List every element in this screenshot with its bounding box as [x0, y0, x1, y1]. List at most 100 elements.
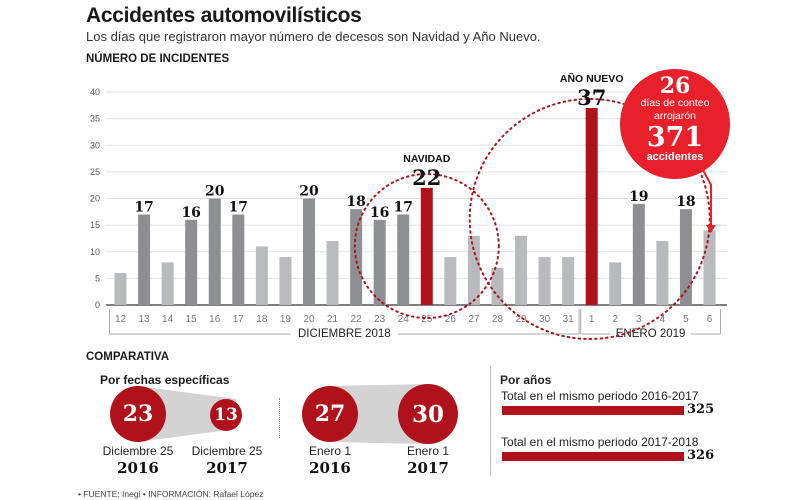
y-axis-ticks: 0 5 10 15 20 25 30 35 40: [90, 87, 100, 310]
x-tick-label: 24: [398, 314, 410, 325]
year: 2017: [206, 459, 248, 477]
x-tick-label: 3: [636, 314, 642, 325]
y-tick-label: 5: [95, 273, 100, 283]
label-dic25-2016: Diciembre 25 2016: [93, 444, 183, 477]
month-label: DICIEMBRE 2018: [298, 328, 391, 340]
date: Enero 1: [406, 444, 450, 458]
bar: [208, 198, 221, 305]
year: 2017: [407, 459, 449, 477]
x-tick-label: 30: [539, 314, 551, 325]
ano-nuevo-highlight-ring: [468, 98, 711, 340]
bar-value-label: 17: [393, 199, 412, 215]
page-subtitle: Los días que registraron mayor número de…: [86, 29, 541, 44]
year: 2016: [309, 459, 351, 477]
bar-value-label: 18: [346, 194, 365, 210]
x-tick-label: 21: [327, 314, 339, 325]
month-groups: DICIEMBRE 2018 ENERO 2019: [109, 309, 721, 340]
x-tick-label: 31: [563, 314, 575, 325]
bar: [585, 107, 598, 305]
bar: [326, 241, 339, 305]
date: Enero 1: [308, 444, 352, 458]
annotation-label: NAVIDAD: [403, 153, 450, 165]
x-tick-label: 25: [421, 314, 433, 325]
bar: [491, 267, 504, 305]
bar: [279, 257, 292, 305]
bar-value-label: 16: [370, 205, 389, 221]
annotation-label: AÑO NUEVO: [560, 72, 624, 85]
callout-circle: [620, 69, 730, 179]
callout-line1: días de conteo: [641, 97, 710, 109]
bar-value-label: 19: [629, 189, 648, 205]
bar: [632, 203, 645, 305]
por-anos-row-2-value: 326: [687, 448, 715, 463]
y-tick-label: 40: [90, 87, 100, 97]
callout-total: 371: [647, 122, 703, 153]
bar-value-label: 37: [577, 85, 606, 110]
x-tick-label: 20: [303, 314, 315, 325]
bar: [656, 241, 669, 305]
y-tick-label: 30: [90, 140, 100, 150]
y-tick-label: 35: [90, 114, 100, 124]
x-tick-label: 1: [589, 314, 595, 325]
y-tick-label: 10: [90, 247, 100, 257]
circle-ene1-2016: 27: [302, 386, 358, 442]
circle-dic25-2017: 13: [210, 399, 242, 431]
x-tick-label: 16: [209, 314, 221, 325]
bar-value-label: 18: [676, 194, 695, 210]
navidad-highlight-ring: [353, 173, 500, 319]
callout-line2: arrojarón: [654, 110, 696, 122]
bar: [302, 198, 315, 305]
date: Diciembre 25: [102, 444, 174, 458]
x-tick-label: 2: [612, 314, 618, 325]
x-tick-label: 17: [233, 314, 245, 325]
bar: [161, 262, 174, 305]
bar: [232, 214, 245, 305]
callout-arrow-head: [706, 225, 716, 233]
x-tick-label: 29: [515, 314, 527, 325]
highlight-circles: [353, 98, 711, 340]
bar-value-label: 17: [134, 199, 153, 215]
bar: [467, 235, 480, 305]
x-tick-label: 15: [186, 314, 198, 325]
x-tick-label: 6: [707, 314, 713, 325]
annotations: NAVIDAD AÑO NUEVO: [403, 72, 623, 165]
y-tick-label: 0: [95, 300, 100, 310]
x-tick-label: 27: [468, 314, 480, 325]
divider-dotted: [279, 398, 280, 438]
x-tick-label: 26: [445, 314, 457, 325]
footer-credits: • FUENTE: Inegi • INFORMACIÓN: Rafael Ló…: [78, 489, 264, 499]
x-tick-label: 18: [256, 314, 268, 325]
por-anos-row-1-label: Total en el mismo periodo 2016-2017: [501, 389, 699, 403]
callout-days: 26: [660, 73, 691, 99]
value: 30: [411, 400, 444, 428]
y-tick-label: 15: [90, 220, 100, 230]
x-tick-label: 5: [683, 314, 689, 325]
circle-dic25-2016: 23: [110, 386, 166, 442]
bars: [114, 107, 716, 305]
comparativa-subtitle: Por fechas específicas: [100, 373, 230, 387]
x-tick-label: 19: [280, 314, 292, 325]
x-tick-label: 22: [351, 314, 363, 325]
bar: [255, 246, 268, 305]
bar-value-label: 20: [299, 184, 319, 200]
callout-arrow-line: [702, 169, 712, 227]
bar: [397, 214, 410, 305]
bar: [138, 214, 151, 305]
y-tick-label: 25: [90, 167, 100, 177]
value: 23: [122, 401, 154, 427]
x-tick-label: 23: [374, 314, 386, 325]
chart-section-label: NÚMERO DE INCIDENTES: [86, 53, 230, 65]
bar: [420, 187, 433, 305]
bar: [609, 262, 622, 305]
value: 27: [314, 401, 346, 427]
x-tick-label: 12: [115, 314, 127, 325]
x-tick-label: 13: [138, 314, 150, 325]
circle-ene1-2017: 30: [398, 384, 458, 444]
x-axis-ticks: 12 13 14 15 16 17 18 19 20 21 22 23 24 25 26 27 28 29 30 31…: [115, 314, 713, 325]
x-tick-label: 28: [492, 314, 504, 325]
year: 2016: [117, 459, 159, 477]
label-ene1-2017: Enero 1 2017: [383, 444, 473, 477]
comparativa-title: COMPARATIVA: [86, 351, 170, 363]
